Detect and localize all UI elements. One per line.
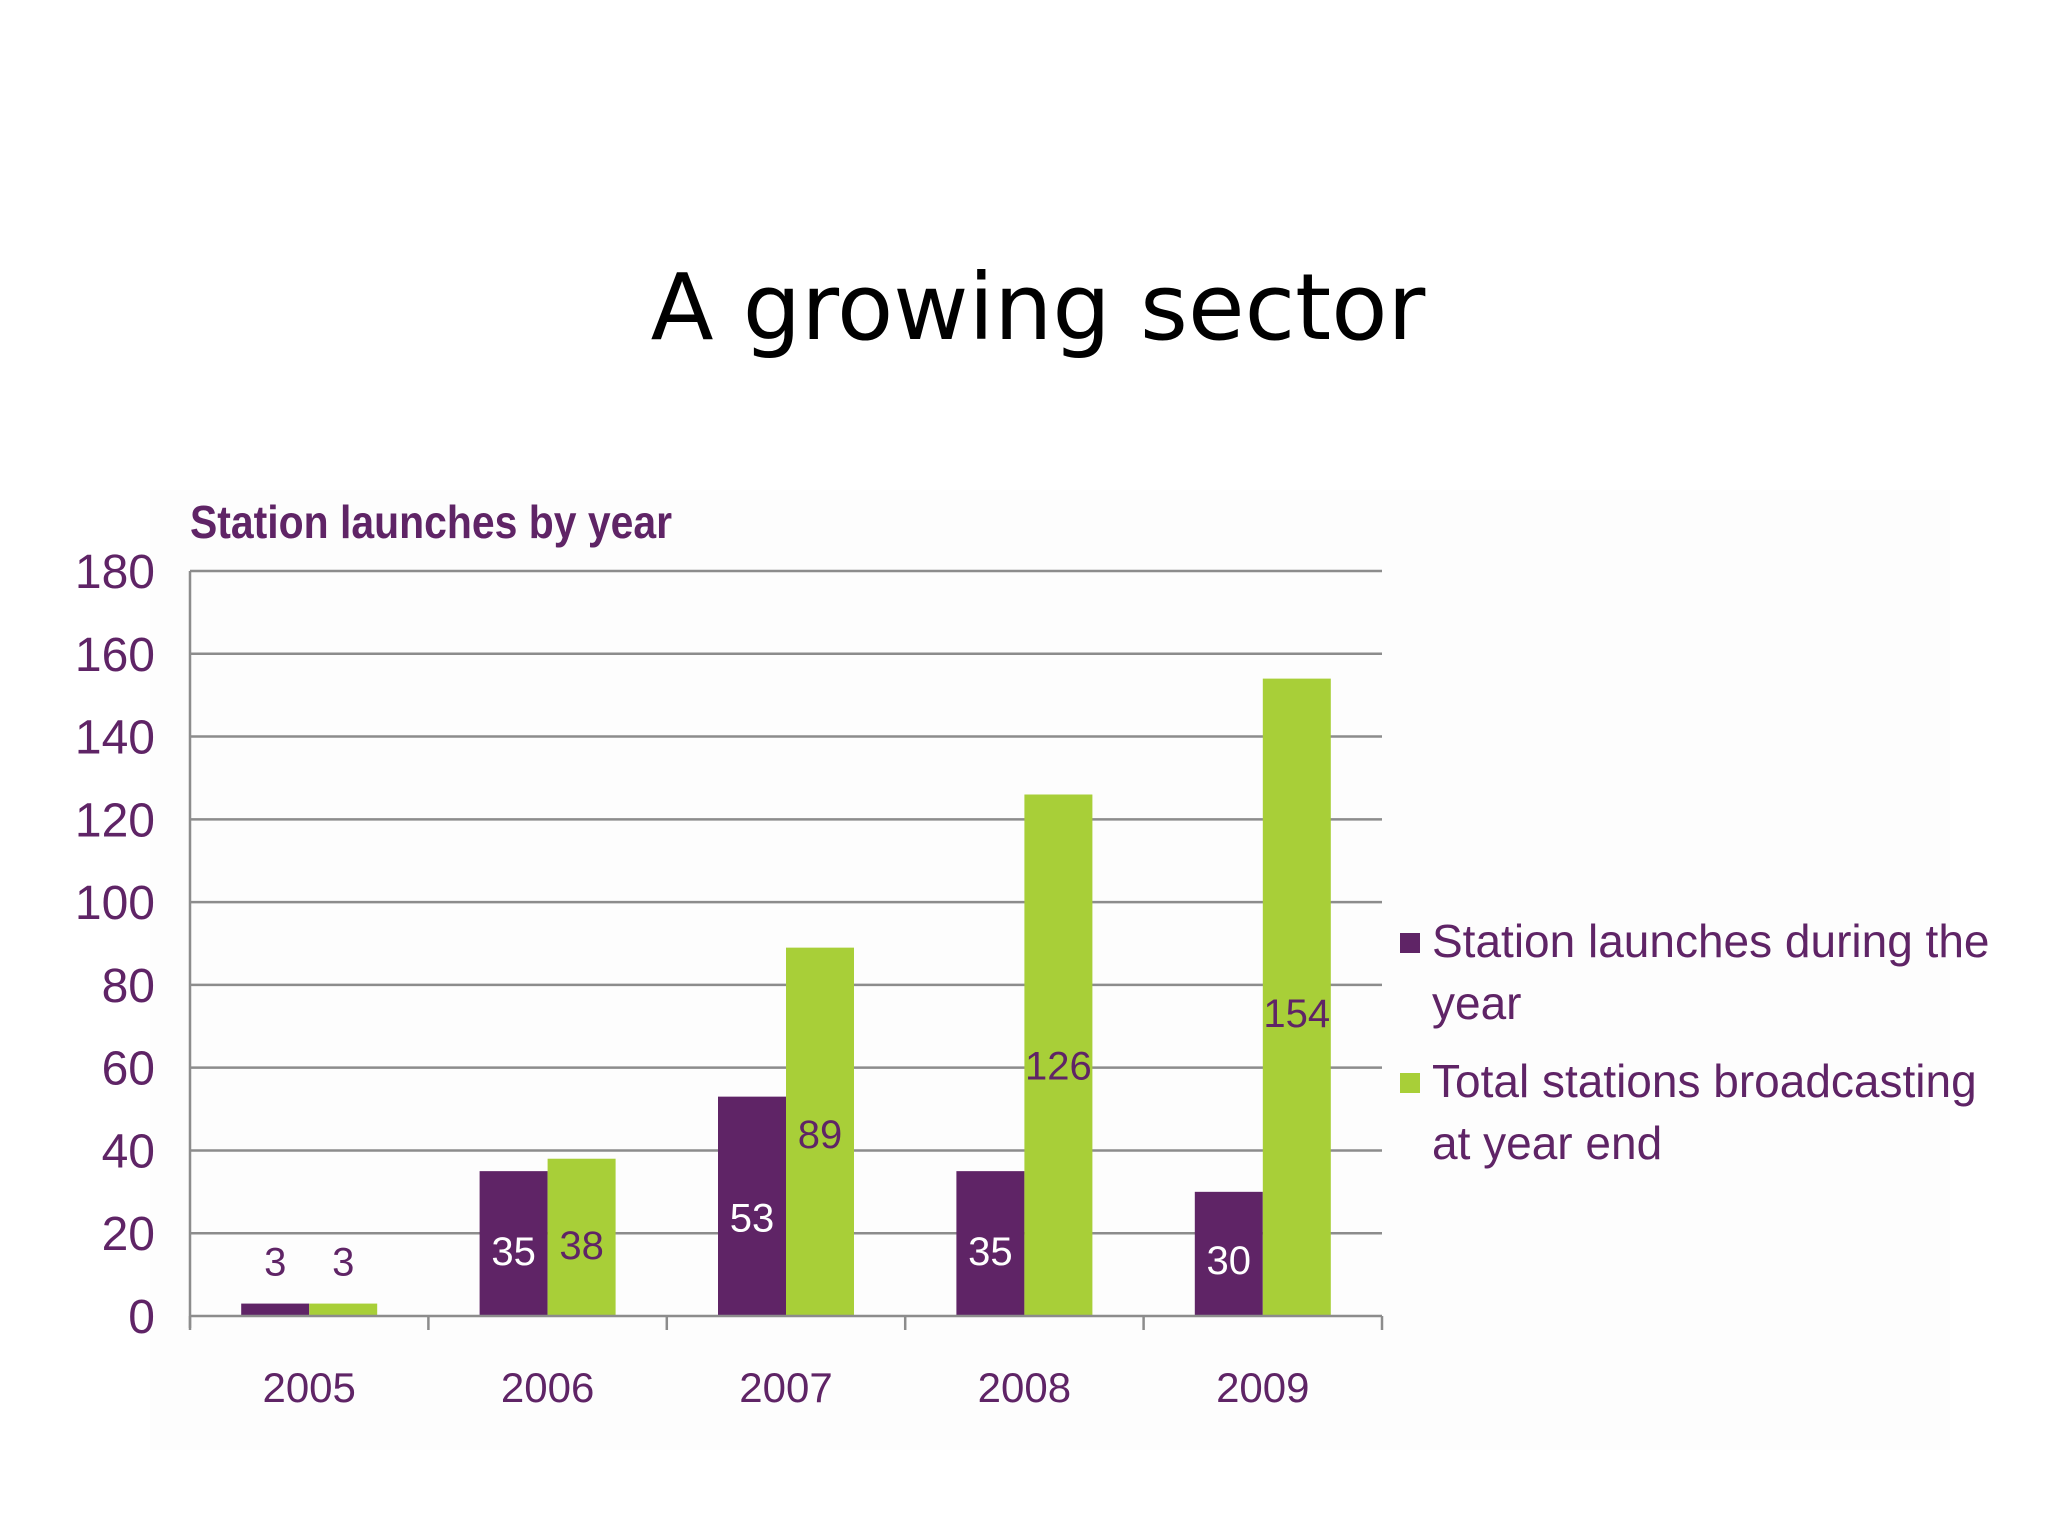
bars xyxy=(241,678,1331,1316)
y-tick-label: 180 xyxy=(75,546,155,599)
legend-label-launches: year xyxy=(1432,977,1521,1029)
bar-total xyxy=(547,1158,616,1316)
data-label-total: 89 xyxy=(798,1113,843,1157)
data-label-launches: 3 xyxy=(264,1241,286,1285)
y-tick-label: 40 xyxy=(102,1125,155,1178)
y-tick-label: 60 xyxy=(102,1043,155,1096)
data-label-total: 154 xyxy=(1263,992,1330,1036)
data-label-total: 126 xyxy=(1025,1044,1092,1088)
y-tick-label: 20 xyxy=(102,1208,155,1261)
y-tick-label: 140 xyxy=(75,712,155,765)
x-tick-label: 2008 xyxy=(978,1364,1071,1411)
legend-swatch-launches xyxy=(1400,933,1420,953)
chart-title: Station launches by year xyxy=(190,496,672,548)
data-label-launches: 35 xyxy=(491,1230,536,1274)
x-tick-label: 2007 xyxy=(739,1364,832,1411)
x-tick-label: 2006 xyxy=(501,1364,594,1411)
bar-launches xyxy=(1194,1191,1263,1316)
legend-label-launches: Station launches during the xyxy=(1432,915,1990,967)
data-label-total: 38 xyxy=(559,1224,604,1268)
y-tick-label: 120 xyxy=(75,794,155,847)
y-tick-label: 160 xyxy=(75,629,155,682)
bar-launches xyxy=(241,1303,310,1316)
axes: 0 20 40 60 80 100 120 140 160 180 2005 2006 2007 2008… xyxy=(75,546,1384,1411)
y-tick-label: 0 xyxy=(128,1291,155,1344)
data-label-launches: 35 xyxy=(968,1230,1013,1274)
bar-total xyxy=(309,1303,378,1316)
bar-launches xyxy=(718,1096,786,1316)
bar-launches xyxy=(479,1171,548,1316)
data-label-launches: 30 xyxy=(1207,1239,1252,1283)
legend-label-total: at year end xyxy=(1432,1117,1662,1169)
data-labels: 3 35 53 35 30 3 38 89 126 154 xyxy=(264,992,1330,1284)
slide-title: A growing sector xyxy=(650,254,1426,361)
legend-swatch-total xyxy=(1400,1073,1420,1093)
x-tick-label: 2009 xyxy=(1216,1364,1309,1411)
data-label-launches: 53 xyxy=(730,1196,775,1240)
bar-launches xyxy=(956,1171,1025,1316)
bar-total xyxy=(1024,794,1093,1316)
y-tick-label: 80 xyxy=(102,960,155,1013)
bar-total xyxy=(1262,678,1331,1316)
y-tick-label: 100 xyxy=(75,877,155,930)
legend: Station launches during the year Total sta… xyxy=(1400,915,1990,1169)
data-label-total: 3 xyxy=(332,1241,354,1285)
bar-total xyxy=(786,947,854,1316)
x-tick-label: 2005 xyxy=(262,1364,355,1411)
legend-label-total: Total stations broadcasting xyxy=(1432,1055,1977,1107)
